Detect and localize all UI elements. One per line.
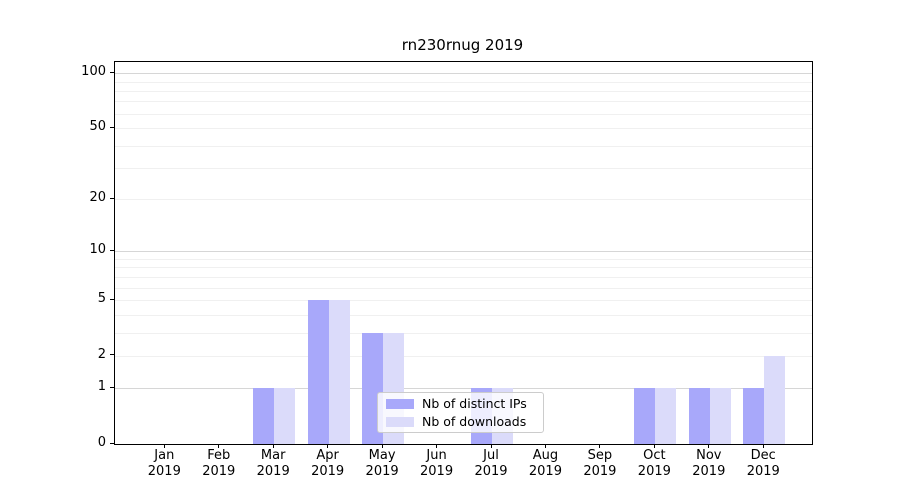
gridline-minor xyxy=(115,168,812,170)
legend-item-distinct-ips: Nb of distinct IPs xyxy=(386,395,535,411)
x-tick xyxy=(762,444,764,448)
x-tick xyxy=(218,444,220,448)
y-tick-label: 2 xyxy=(97,346,106,362)
bar-nov-downloads xyxy=(709,388,731,444)
y-tick xyxy=(110,298,114,300)
y-tick-label: 100 xyxy=(81,64,106,80)
x-tick xyxy=(272,444,274,448)
bar-oct-distinct-ips xyxy=(634,388,656,444)
y-tick-label: 5 xyxy=(97,291,106,306)
gridline-major xyxy=(115,388,812,390)
gridline-minor xyxy=(115,90,812,92)
gridline-minor xyxy=(115,113,812,115)
x-tick-label: Mar 2019 xyxy=(256,448,290,479)
y-tick xyxy=(110,442,114,444)
bar-nov-distinct-ips xyxy=(688,388,710,444)
gridline-major xyxy=(115,251,812,253)
legend-label-downloads: Nb of downloads xyxy=(422,413,527,429)
gridline-minor xyxy=(115,145,812,147)
x-tick-label: Dec 2019 xyxy=(746,448,780,479)
bar-apr-distinct-ips xyxy=(307,300,329,444)
y-tick-label: 10 xyxy=(89,242,106,258)
legend-item-downloads: Nb of downloads xyxy=(386,413,535,429)
gridline-minor xyxy=(115,101,812,103)
x-tick-label: Oct 2019 xyxy=(637,448,671,479)
y-tick xyxy=(110,249,114,251)
y-tick-label: 0 xyxy=(97,435,106,450)
y-tick-label: 20 xyxy=(89,190,106,206)
x-tick-label: Sep 2019 xyxy=(583,448,617,479)
legend-swatch-distinct-ips xyxy=(386,398,414,409)
gridline-major xyxy=(115,73,812,75)
gridline-minor xyxy=(115,128,812,130)
x-tick xyxy=(436,444,438,448)
y-tick xyxy=(110,386,114,388)
x-tick xyxy=(599,444,601,448)
y-tick xyxy=(110,71,114,73)
legend: Nb of distinct IPs Nb of downloads xyxy=(377,392,544,433)
y-tick-label: 50 xyxy=(89,119,106,135)
chart-title: rn230rnug 2019 xyxy=(401,36,524,54)
bar-apr-downloads xyxy=(328,300,350,444)
gridline-minor xyxy=(115,267,812,269)
x-tick-label: Apr 2019 xyxy=(311,448,345,479)
x-tick-label: Jan 2019 xyxy=(147,448,181,479)
y-tick xyxy=(110,197,114,199)
x-tick-label: Jun 2019 xyxy=(420,448,454,479)
x-tick xyxy=(327,444,329,448)
gridline-minor xyxy=(115,199,812,201)
x-tick-label: May 2019 xyxy=(365,448,399,479)
x-tick xyxy=(653,444,655,448)
gridline-minor xyxy=(115,332,812,334)
gridline-minor xyxy=(115,314,812,316)
gridline-minor xyxy=(115,300,812,301)
bar-mar-distinct-ips xyxy=(253,388,275,444)
bar-oct-downloads xyxy=(655,388,677,444)
gridline-minor xyxy=(115,276,812,278)
x-tick xyxy=(490,444,492,448)
gridline-minor xyxy=(115,287,812,289)
x-tick-label: Aug 2019 xyxy=(528,448,562,479)
x-tick-label: Feb 2019 xyxy=(202,448,236,479)
bar-dec-distinct-ips xyxy=(743,388,765,444)
legend-swatch-downloads xyxy=(386,416,414,427)
bar-mar-downloads xyxy=(274,388,296,444)
y-tick-label: 1 xyxy=(97,379,106,395)
gridline-minor xyxy=(115,81,812,83)
x-tick xyxy=(544,444,546,448)
x-tick xyxy=(381,444,383,448)
gridline-minor xyxy=(115,355,812,357)
x-tick xyxy=(163,444,165,448)
y-tick xyxy=(110,126,114,128)
bar-dec-downloads xyxy=(764,355,786,444)
gridline-minor xyxy=(115,258,812,260)
y-tick xyxy=(110,354,114,356)
plot-area xyxy=(114,61,813,445)
x-tick-label: Nov 2019 xyxy=(692,448,726,479)
x-tick xyxy=(708,444,710,448)
legend-label-distinct-ips: Nb of distinct IPs xyxy=(422,395,527,411)
x-tick-label: Jul 2019 xyxy=(474,448,508,479)
